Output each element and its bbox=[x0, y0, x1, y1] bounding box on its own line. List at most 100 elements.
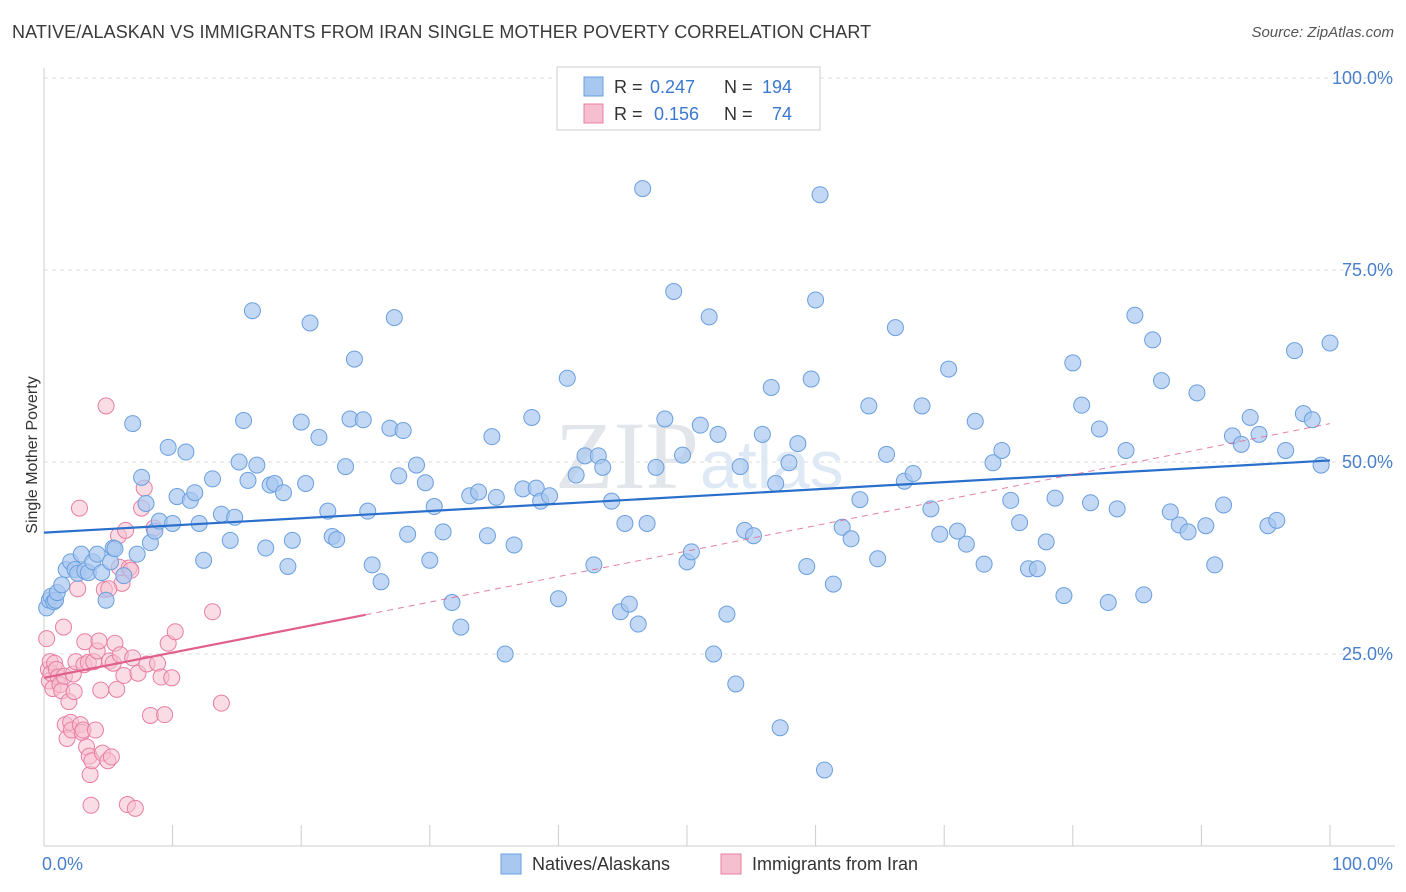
legend-label-natives: Natives/Alaskans bbox=[532, 854, 670, 874]
data-point-native bbox=[421, 551, 439, 569]
data-point-native bbox=[1037, 533, 1055, 551]
data-point-iran bbox=[92, 681, 110, 699]
data-point-native bbox=[585, 556, 603, 574]
data-point-native bbox=[345, 350, 363, 368]
trend-line-iran bbox=[43, 613, 366, 679]
data-point-native bbox=[1082, 494, 1100, 512]
data-point-native bbox=[483, 428, 501, 446]
data-point-native bbox=[106, 540, 124, 558]
data-point-native bbox=[798, 557, 816, 575]
data-point-native bbox=[297, 475, 315, 493]
data-point-native bbox=[97, 591, 115, 609]
data-point-native bbox=[88, 545, 106, 563]
legend-n-value-1: 194 bbox=[762, 77, 792, 97]
data-point-native bbox=[1161, 503, 1179, 521]
data-point-native bbox=[682, 543, 700, 561]
data-point-native bbox=[913, 397, 931, 415]
data-point-native bbox=[931, 525, 949, 543]
data-point-native bbox=[239, 471, 257, 489]
data-point-iran bbox=[90, 632, 108, 650]
data-point-native bbox=[1126, 306, 1144, 324]
data-point-native bbox=[993, 441, 1011, 459]
data-point-native bbox=[1277, 441, 1295, 459]
data-point-native bbox=[1197, 517, 1215, 535]
data-point-native bbox=[634, 180, 652, 198]
data-point-native bbox=[656, 410, 674, 428]
data-point-native bbox=[674, 446, 692, 464]
data-point-native bbox=[629, 615, 647, 633]
legend-r-label-2: R = bbox=[614, 104, 643, 124]
data-point-native bbox=[115, 567, 133, 585]
data-point-iran bbox=[38, 630, 56, 648]
data-point-native bbox=[399, 525, 417, 543]
data-point-native bbox=[1055, 587, 1073, 605]
data-point-native bbox=[727, 675, 745, 693]
data-point-native bbox=[709, 425, 727, 443]
data-point-native bbox=[164, 514, 182, 532]
data-point-native bbox=[496, 645, 514, 663]
data-point-native bbox=[984, 454, 1002, 472]
data-point-native bbox=[802, 370, 820, 388]
data-point-native bbox=[1090, 420, 1108, 438]
legend-r-value-1: 0.247 bbox=[650, 77, 695, 97]
data-point-native bbox=[133, 468, 151, 486]
data-point-iran bbox=[65, 683, 83, 701]
data-point-iran bbox=[102, 748, 120, 766]
data-point-iran bbox=[126, 799, 144, 817]
legend-swatch-pink bbox=[583, 103, 604, 124]
data-point-native bbox=[478, 527, 496, 545]
data-point-native bbox=[833, 518, 851, 536]
data-point-iran bbox=[163, 669, 181, 687]
data-point-native bbox=[616, 514, 634, 532]
data-point-native bbox=[390, 467, 408, 485]
data-point-native bbox=[137, 494, 155, 512]
data-point-iran bbox=[204, 603, 222, 621]
data-point-native bbox=[1011, 514, 1029, 532]
data-point-native bbox=[385, 309, 403, 327]
data-point-native bbox=[647, 458, 665, 476]
axes bbox=[43, 68, 1395, 847]
trend-line-iran-extension bbox=[365, 423, 1331, 616]
data-point-native bbox=[718, 605, 736, 623]
data-point-native bbox=[487, 488, 505, 506]
data-point-native bbox=[204, 470, 222, 488]
data-point-native bbox=[230, 453, 248, 471]
y-tick-label: 75.0% bbox=[1342, 260, 1393, 280]
data-point-native bbox=[1206, 556, 1224, 574]
legend-r-value-2: 0.156 bbox=[654, 104, 699, 124]
data-point-native bbox=[567, 466, 585, 484]
data-point-native bbox=[221, 531, 239, 549]
data-point-native bbox=[842, 530, 860, 548]
data-point-native bbox=[407, 456, 425, 474]
data-point-native bbox=[394, 422, 412, 440]
data-point-native bbox=[975, 555, 993, 573]
data-point-native bbox=[620, 595, 638, 613]
data-point-native bbox=[731, 458, 749, 476]
data-point-iran bbox=[108, 680, 126, 698]
data-point-native bbox=[1250, 425, 1268, 443]
series-immigrants-from-iran bbox=[38, 397, 230, 817]
data-point-native bbox=[549, 590, 567, 608]
data-point-iran bbox=[115, 667, 133, 685]
data-point-native bbox=[257, 539, 275, 557]
data-point-native bbox=[248, 456, 266, 474]
data-point-native bbox=[541, 487, 559, 505]
data-point-native bbox=[177, 443, 195, 461]
data-point-native bbox=[292, 413, 310, 431]
data-point-native bbox=[753, 425, 771, 443]
data-point-native bbox=[558, 369, 576, 387]
data-point-native bbox=[966, 412, 984, 430]
legend-n-label-2: N = bbox=[724, 104, 753, 124]
data-point-native bbox=[1099, 594, 1117, 612]
data-point-native bbox=[904, 465, 922, 483]
data-point-native bbox=[235, 412, 253, 430]
data-point-native bbox=[354, 411, 372, 429]
data-point-native bbox=[1321, 334, 1339, 352]
data-point-iran bbox=[124, 649, 142, 667]
series-natives-alaskans bbox=[38, 180, 1339, 779]
legend-swatch-natives bbox=[500, 853, 522, 875]
data-point-native bbox=[1046, 489, 1064, 507]
data-point-native bbox=[878, 445, 896, 463]
data-point-native bbox=[1002, 491, 1020, 509]
data-point-native bbox=[1135, 586, 1153, 604]
